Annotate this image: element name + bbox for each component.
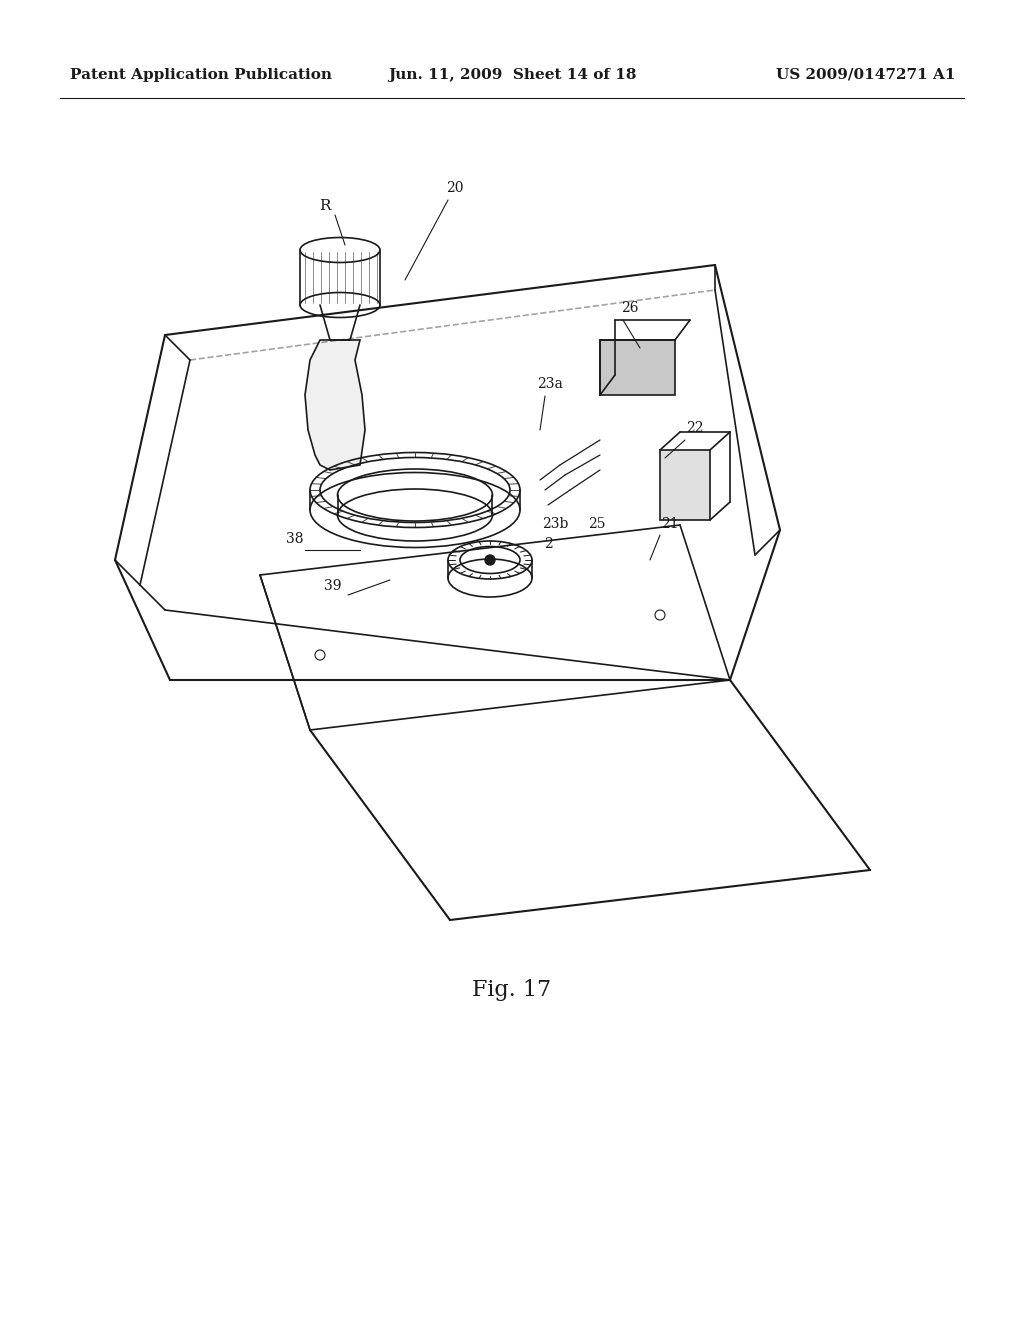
Circle shape <box>485 554 495 565</box>
Text: US 2009/0147271 A1: US 2009/0147271 A1 <box>775 69 955 82</box>
Text: 2: 2 <box>544 537 552 550</box>
Bar <box>660 450 710 520</box>
Text: 23b: 23b <box>542 517 568 531</box>
Text: Jun. 11, 2009  Sheet 14 of 18: Jun. 11, 2009 Sheet 14 of 18 <box>388 69 636 82</box>
FancyBboxPatch shape <box>600 341 675 395</box>
Text: 38: 38 <box>287 532 304 546</box>
Text: R: R <box>319 199 331 213</box>
Text: 23a: 23a <box>537 378 563 391</box>
Text: 21: 21 <box>662 517 679 531</box>
Polygon shape <box>305 341 365 470</box>
Text: 20: 20 <box>446 181 464 195</box>
Text: 25: 25 <box>588 517 605 531</box>
Text: 39: 39 <box>325 579 342 593</box>
Text: Fig. 17: Fig. 17 <box>472 979 552 1001</box>
Text: 26: 26 <box>622 301 639 315</box>
Text: Patent Application Publication: Patent Application Publication <box>70 69 332 82</box>
Text: 22: 22 <box>686 421 703 436</box>
